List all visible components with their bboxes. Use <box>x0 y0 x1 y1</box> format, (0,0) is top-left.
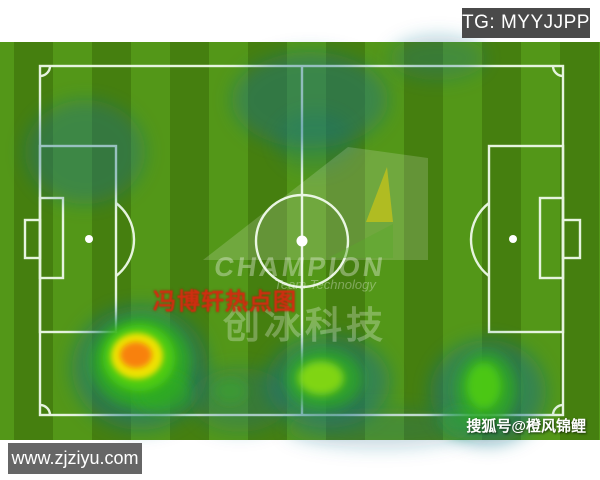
website-badge: www.zjziyu.com <box>8 443 142 474</box>
sohu-credit-text: 搜狐号@橙风锦鲤 <box>466 418 586 435</box>
tg-contact-badge: TG: MYYJJPP <box>462 8 590 38</box>
pitch-stripes-background <box>0 42 600 440</box>
watermark-brand-subtitle: Team Technology <box>274 277 376 292</box>
heatmap-title: 冯博轩热点图 <box>153 288 297 314</box>
watermark-brand-cn: 创冰科技 <box>223 305 387 346</box>
